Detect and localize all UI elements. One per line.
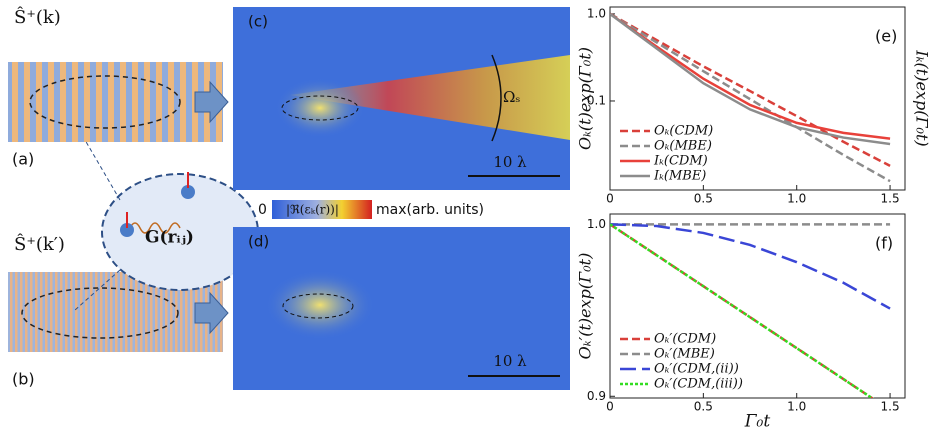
legend-label: Oₖ′(CDM) <box>654 332 716 347</box>
x-tick-label: 0.5 <box>694 192 713 206</box>
y-tick-label: 0.1 <box>587 93 606 107</box>
plot-frame <box>609 6 906 191</box>
y-tick-label: 1.0 <box>587 6 606 20</box>
panel-label: (f) <box>875 234 893 253</box>
series-line <box>610 223 875 398</box>
cloud-a <box>8 62 229 142</box>
y-tick-label: 0.9 <box>587 389 606 403</box>
x-tick-label: 1.5 <box>881 192 900 206</box>
legend-label: Oₖ(CDM) <box>654 124 713 139</box>
field-map-c <box>233 7 570 190</box>
x-tick-label: 0.5 <box>694 400 713 414</box>
y-axis-label: Oₖ′(t)exp(Γ₀t) <box>576 253 595 360</box>
panel-label: (b) <box>12 370 35 389</box>
scale-bar-label: 10 λ <box>493 352 527 370</box>
series-line <box>610 12 891 167</box>
series-group <box>610 223 891 398</box>
omega-label: Ωₛ <box>503 88 521 106</box>
y-axis-label: Oₖ(t)exp(Γ₀t) <box>576 47 595 150</box>
legend-label: Oₖ′(CDM,(iii)) <box>654 377 743 392</box>
legend-label: Iₖ(MBE) <box>653 169 706 184</box>
cloud-b <box>8 272 229 352</box>
x-axis-label: Γ₀t <box>744 412 771 429</box>
series-line <box>610 12 891 140</box>
series-line <box>610 223 891 310</box>
legend-label: Oₖ(MBE) <box>654 139 712 154</box>
legend-label: Oₖ′(CDM,(ii)) <box>654 362 739 377</box>
series-line <box>610 12 891 146</box>
x-tick-label: 1.5 <box>881 400 900 414</box>
series-group <box>610 12 891 183</box>
operator-b: Ŝ⁺(k′) <box>14 232 65 255</box>
legend-label: Oₖ′(MBE) <box>654 347 715 362</box>
colorbar-max: max(arb. units) <box>376 202 484 218</box>
colorbar-quantity: |ℜ(εₖ(r))| <box>286 203 339 217</box>
panel-label: (d) <box>248 233 269 251</box>
y2-axis-label: Iₖ(t)exp(Γ₀t) <box>913 49 932 146</box>
colorbar <box>272 200 372 219</box>
plot-frame <box>609 213 906 399</box>
interaction-label: G(rᵢⱼ) <box>145 228 194 248</box>
operator-a: Ŝ⁺(k) <box>14 5 61 28</box>
x-tick-label: 1.0 <box>787 192 806 206</box>
x-tick-label: 0 <box>606 192 614 206</box>
y-tick-label: 1.0 <box>587 217 606 231</box>
interaction-inset <box>74 139 259 311</box>
colorbar-min: 0 <box>258 202 267 218</box>
panel-label: (a) <box>12 150 34 169</box>
panel-label: (e) <box>875 27 897 46</box>
field-map-d <box>233 227 570 390</box>
series-line <box>610 12 891 183</box>
panel-label: (c) <box>248 13 268 31</box>
x-tick-label: 1.0 <box>787 400 806 414</box>
x-tick-label: 0 <box>606 400 614 414</box>
legend-label: Iₖ(CDM) <box>653 154 708 169</box>
scale-bar-label: 10 λ <box>493 153 527 171</box>
